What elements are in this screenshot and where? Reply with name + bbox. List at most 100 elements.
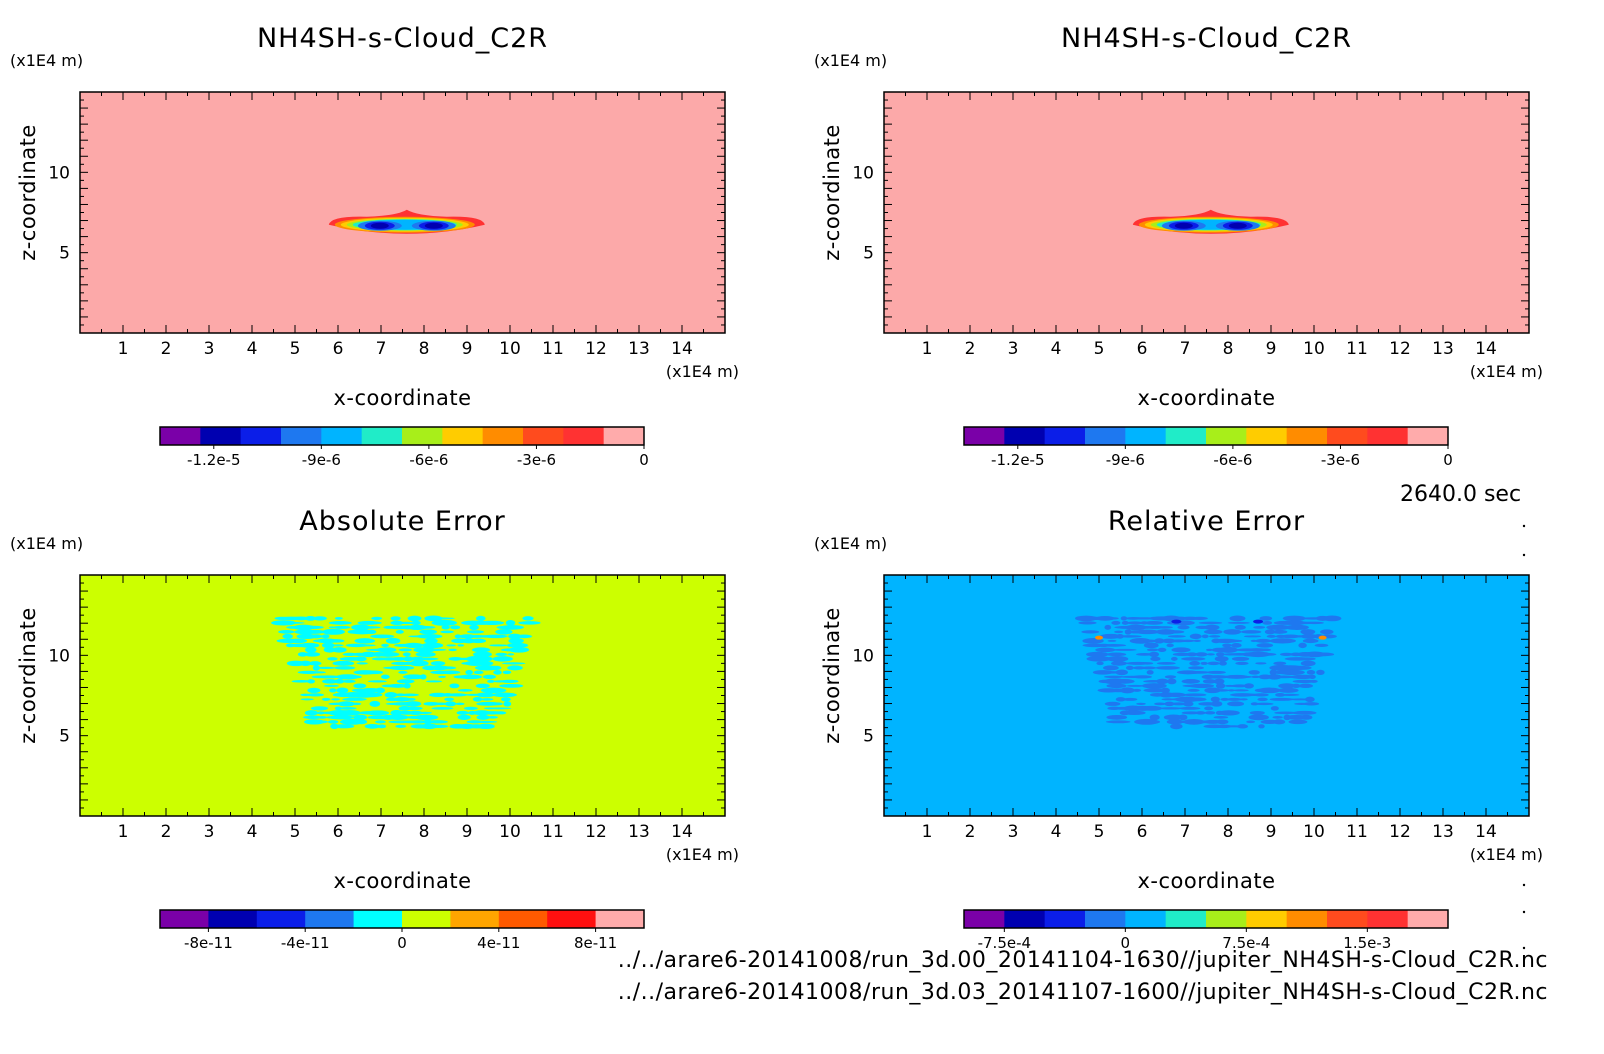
colorbar-tick-label: 0 (639, 451, 649, 469)
error-blotch (1163, 714, 1184, 721)
error-blotch (1141, 666, 1157, 670)
error-blotch (1255, 662, 1267, 665)
error-blotch (501, 662, 526, 665)
y-tick-label: 10 (852, 646, 874, 666)
error-blotch (426, 720, 448, 724)
error-blotch (1136, 702, 1146, 705)
error-blotch (352, 675, 362, 679)
y-axis-label: z-coordinate (820, 124, 844, 261)
chart-panel-3: Absolute Error(x1E4 m)1 2 3 4 5 6 7 8 9 10 11 12 13 1… (10, 506, 739, 952)
x-tick-label: 4 (247, 339, 258, 359)
error-blotch (1104, 624, 1112, 630)
x-tick-label: 3 (204, 822, 215, 842)
colorbar-tick-label: -9e-6 (1106, 451, 1145, 469)
error-blotch (361, 651, 377, 658)
error-blotch (489, 644, 508, 647)
x-tick-label: 6 (333, 822, 344, 842)
error-blotch (507, 665, 523, 671)
error-blotch (421, 648, 447, 652)
error-blotch (1227, 689, 1235, 692)
x-tick-label: 2 (161, 822, 172, 842)
error-blotch (390, 616, 401, 621)
error-blotch (1234, 625, 1246, 630)
error-blotch (471, 647, 491, 653)
error-blotch (1193, 639, 1201, 642)
y-tick-label: 5 (863, 244, 874, 264)
error-blotch (1107, 639, 1117, 642)
error-blotch (1214, 689, 1230, 692)
error-blotch (328, 639, 345, 643)
error-blotch (487, 679, 495, 683)
colorbar-segment (547, 910, 597, 928)
error-blotch (1314, 652, 1335, 657)
ticks (79, 91, 726, 334)
plot-background (884, 575, 1529, 816)
colorbar-segment (1044, 427, 1086, 445)
error-blotch (1178, 714, 1188, 721)
cloud-core (424, 222, 443, 229)
error-blotch (1202, 679, 1217, 684)
error-blotch (337, 710, 361, 716)
edge-dot (1522, 946, 1526, 950)
error-blotch (1272, 716, 1283, 719)
error-blotch (1206, 648, 1213, 652)
error-blotch (1141, 705, 1163, 711)
colorbar-segment (1367, 910, 1409, 928)
error-blotch (475, 683, 490, 689)
colorbar-frame (963, 426, 1449, 446)
colorbar-segment (482, 427, 524, 445)
error-blotch (502, 670, 512, 675)
error-blotch (304, 647, 317, 653)
ticks (883, 574, 1530, 817)
error-blotch (384, 691, 398, 698)
x-tick-label: 1 (922, 822, 933, 842)
error-blotch (375, 687, 386, 694)
error-blotch (342, 679, 356, 683)
colorbar-segment (160, 427, 201, 445)
chart-title: Absolute Error (299, 506, 505, 537)
error-blotch (477, 661, 494, 666)
error-blotch (306, 693, 324, 697)
error-blotch (1298, 683, 1314, 689)
error-blotch (1189, 633, 1202, 640)
error-blotch (455, 702, 465, 706)
error-blotch (500, 679, 519, 684)
y-axis-label: z-coordinate (820, 607, 844, 744)
error-blotch (1103, 675, 1124, 679)
error-blotch (400, 693, 419, 697)
colorbar-segment (1125, 427, 1167, 445)
error-blotch (1305, 621, 1324, 625)
error-blotch (1306, 669, 1316, 675)
error-blotch (1320, 629, 1334, 635)
error-blotch (421, 642, 444, 649)
x-tick-label: 8 (1223, 339, 1234, 359)
colorbar-segment (200, 427, 242, 445)
x-tick-label: 13 (1432, 822, 1454, 842)
x-tick-label: 5 (1094, 822, 1105, 842)
x-tick-label: 2 (965, 339, 976, 359)
x-tick-label: 6 (1137, 822, 1148, 842)
error-blotch (1292, 710, 1317, 715)
error-blotch (1246, 720, 1256, 724)
error-blotch (403, 674, 425, 680)
error-blotch (482, 674, 497, 679)
error-blotch (405, 706, 423, 711)
x-tick-label: 7 (1180, 822, 1191, 842)
error-blotch (395, 629, 404, 634)
colorbar-tick-label: -4e-11 (281, 934, 330, 952)
error-blotch (430, 617, 455, 620)
colorbar-segment (1407, 427, 1449, 445)
error-blotch (1105, 720, 1131, 724)
error-blotch (1231, 643, 1242, 648)
error-blotch (440, 630, 454, 634)
error-blotch (1204, 624, 1220, 631)
error-blotch (457, 644, 465, 647)
error-blotch (317, 715, 327, 719)
error-blotch (1122, 697, 1138, 701)
error-blotch (356, 662, 368, 665)
error-blotch (1259, 616, 1273, 621)
colorbar-tick-label: -1.2e-5 (187, 451, 240, 469)
colorbar-segment (281, 427, 322, 445)
error-blotch (304, 710, 319, 716)
error-blotch (1243, 635, 1262, 638)
